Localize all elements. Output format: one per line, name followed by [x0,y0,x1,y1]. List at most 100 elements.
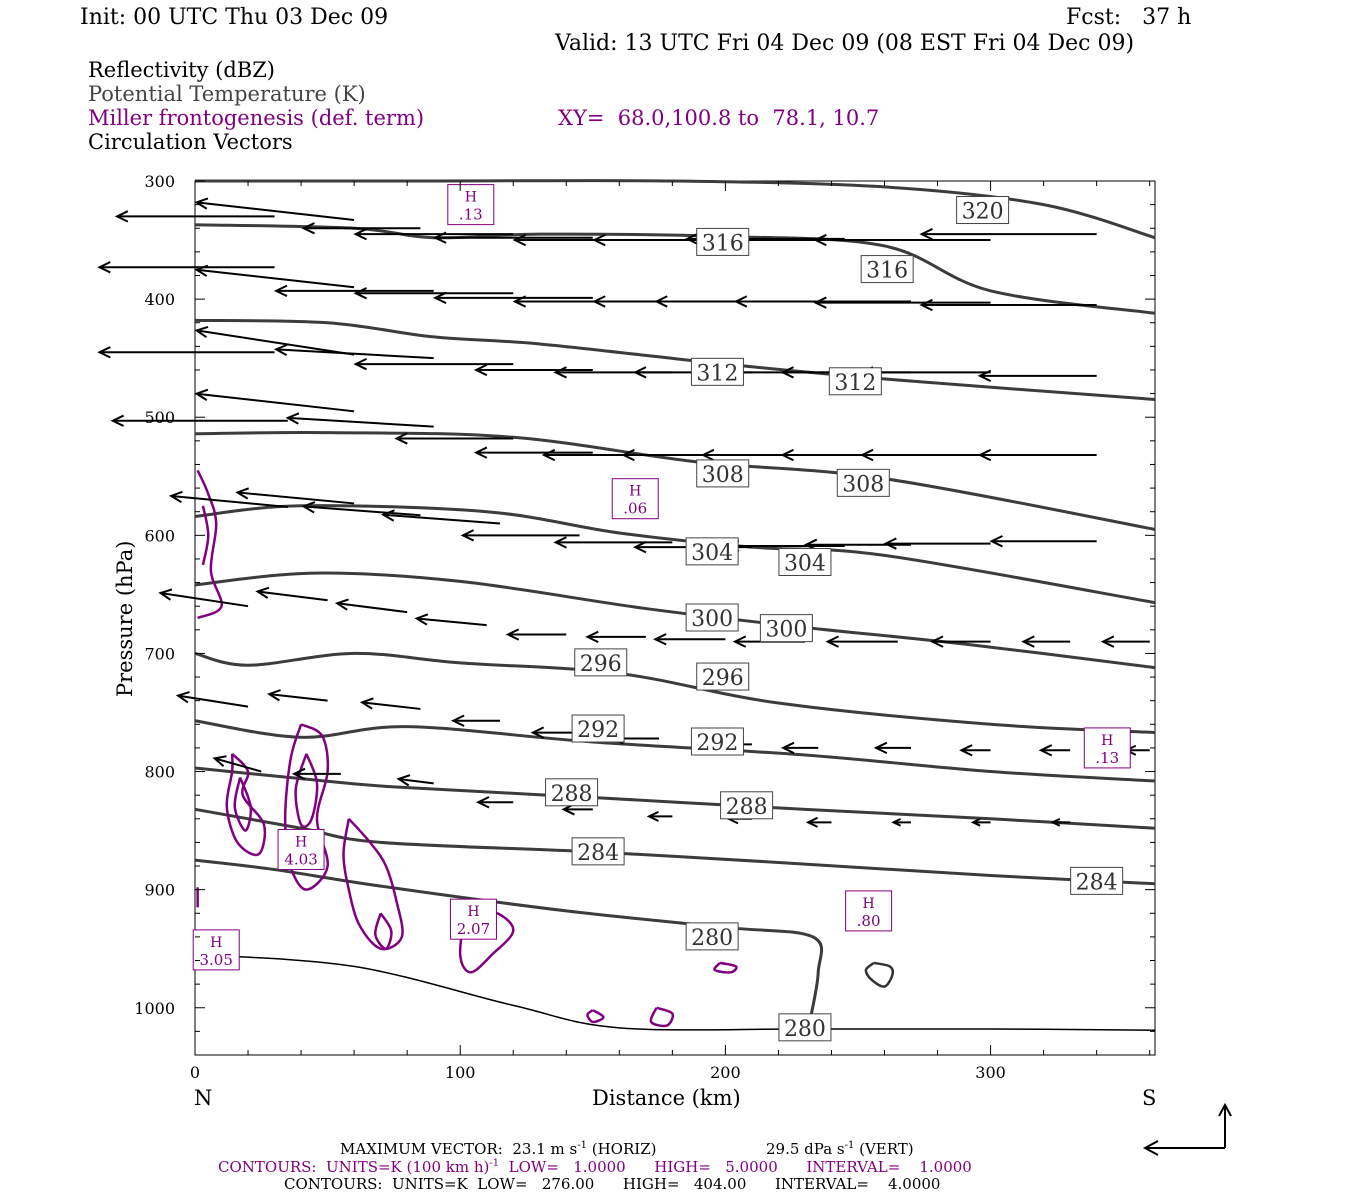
vector-head [301,501,316,514]
vector-head [632,366,647,379]
vector-head [859,448,874,462]
theta-contour-280 [194,858,824,1020]
contours-miller-info: CONTOURS: UNITS=K (100 km h)-1 LOW= 1.00… [218,1158,972,1176]
theta-contour-308 [194,430,1156,531]
vector-head [929,635,944,648]
vector-head [977,448,992,462]
vector-head [632,541,647,554]
x-tick-label: 0 [190,1063,200,1082]
vector-shaft [196,329,355,356]
circulation-vector [1100,635,1150,648]
vector-head [194,264,209,277]
circulation-vector [359,697,421,710]
circulation-vector [733,295,912,308]
circulation-vector [473,363,593,377]
reference-vector-icon [1142,1102,1232,1156]
circulation-vector [301,501,421,517]
circulation-vector [1038,744,1071,757]
vector-head [255,586,270,599]
circulation-vector [396,774,434,787]
circulation-vector [873,741,912,755]
miller-high-box [449,898,497,940]
vector-head [733,295,748,308]
miller-high-value: 4.03 [284,850,317,868]
theta-label-box [860,255,914,284]
theta-contour-296 [194,651,1156,735]
vector-head [353,228,367,241]
vector-head [473,363,488,377]
circulation-vector [353,357,514,371]
x-tick-label: 100 [445,1063,476,1082]
y-axis-label: Pressure (hPa) [113,540,137,697]
miller-contour [342,817,404,951]
vector-head [194,197,209,210]
theta-label-300: 300 [685,603,739,632]
vector-head [970,818,981,827]
circulation-contour [864,961,895,988]
circulation-vector [585,630,646,644]
vector-head [158,588,173,601]
miller-high-letter: H [862,896,874,912]
theta-label-box [778,547,832,576]
theta-label-box [690,357,744,386]
theta-label-box [956,196,1010,225]
vector-head [592,233,606,247]
contour-labels: 320 316 316 312 312 308 308 304 304 300 300 296 296 2… [545,196,1124,1042]
circulation-vector [291,767,341,781]
vector-shaft [196,268,355,289]
theta-label-text: 292 [577,718,619,743]
miller-contour [225,752,267,857]
circulation-vector [353,228,514,241]
theta-label-box [571,837,625,866]
circulation-vector [505,628,567,641]
theta-label-text: 300 [765,618,807,643]
vector-shaft [416,617,487,627]
theta-label-text: 296 [702,666,744,691]
theta-label-292: 292 [690,727,744,756]
max-vector-vert: 29.5 dPa s-1 (VERT) [766,1140,914,1158]
vector-head [989,535,1003,548]
vector-head [175,691,190,704]
forecast-hour: Fcst: 37 h [1066,5,1192,30]
miller-contour [586,1009,605,1024]
circulation-vector [813,296,991,309]
miller-high: H3.05 [192,929,240,971]
theta-label-316: 316 [696,227,750,256]
vector-head [684,232,699,245]
y-tick-label: 500 [144,408,175,427]
theta-label-text: 300 [691,607,733,632]
vector-head [334,598,349,611]
miller-high-letter: H [467,904,479,920]
miller-high-value: 2.07 [457,920,490,938]
theta-label-box [685,922,739,951]
miller-high: H.13 [447,184,495,226]
theta-label-308: 308 [696,459,750,488]
circulation-vector [255,586,328,602]
circulation-vector [114,210,275,223]
circulation-vector [194,325,355,356]
theta-label-text: 292 [696,731,738,756]
circulation-vector [825,635,898,648]
miller-high-value: 3.05 [200,951,233,969]
miller-high-box [611,478,659,520]
circulation-vector [859,448,991,462]
theta-contour-288 [194,766,1156,830]
y-tick-label: 800 [144,763,175,782]
vector-head [646,810,659,822]
vector-head [432,291,447,305]
circulation-vector [473,446,593,459]
circulation-vector [394,432,514,445]
miller-contour [196,469,223,620]
circulation-vector [194,264,355,289]
theta-label-300: 300 [759,614,813,643]
vector-head [780,448,794,462]
theta-label-box [696,227,750,256]
vector-head [97,346,111,359]
circulation-vector [970,818,991,827]
circulation-vector [194,197,355,221]
circulation-vector [883,537,991,550]
miller-high-box [192,929,240,971]
theta-label-text: 280 [691,926,733,951]
circulation-vector [158,588,249,608]
